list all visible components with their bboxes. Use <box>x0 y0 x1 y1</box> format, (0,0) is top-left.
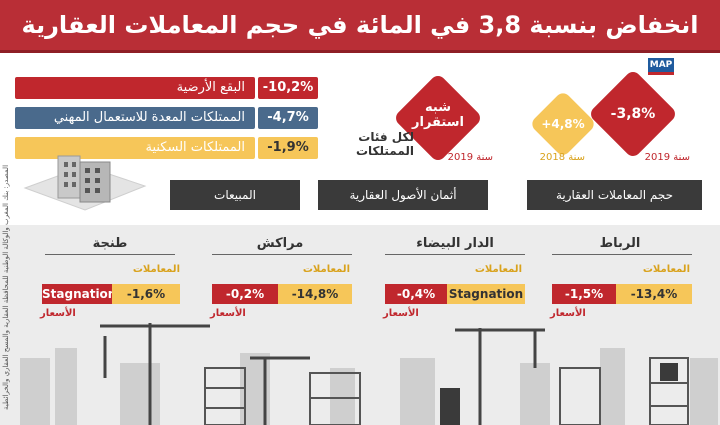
city-transactions-label-rabat: المعاملات <box>642 264 690 275</box>
city-prices-rabat: -1,5% <box>552 284 616 304</box>
map-logo: MAP <box>648 58 674 72</box>
city-transactions-tangier: -1,6% <box>112 284 180 304</box>
page-title: انخفاض بنسبة 3,8 في المائة في حجم المعام… <box>21 11 699 77</box>
city-transactions-label-marrakech: المعاملات <box>302 264 350 275</box>
map-logo-strip <box>648 72 674 75</box>
city-divider-casablanca <box>385 254 525 255</box>
city-name-casablanca: الدار البيضاء <box>416 236 494 251</box>
city-name-marrakech: مراكش <box>256 236 304 251</box>
city-prices-casablanca: -0,4% <box>385 284 447 304</box>
volume-2019-value: -3,8% <box>610 106 656 122</box>
asset-value-land: -10,2% <box>258 77 318 99</box>
volume-2018-value: +4,8% <box>541 117 585 131</box>
city-prices-marrakech: -0,2% <box>212 284 278 304</box>
city-name-tangier: طنجة <box>92 236 128 251</box>
building-illustration <box>23 155 147 211</box>
city-prices-label-tangier: الأسعار <box>40 308 76 319</box>
city-prices-tangier: Stagnation <box>42 284 116 304</box>
volume-2019-year: سنة 2019 <box>644 152 690 163</box>
sales-section-label: المبيعات <box>170 180 300 210</box>
city-transactions-label-casablanca: المعاملات <box>474 264 522 275</box>
city-divider-tangier <box>45 254 175 255</box>
prices-section-label: أثمان الأصول العقارية <box>318 180 488 210</box>
city-prices-label-marrakech: الأسعار <box>210 308 246 319</box>
city-prices-label-casablanca: الأسعار <box>383 308 419 319</box>
header-banner <box>0 0 720 50</box>
city-prices-label-rabat: الأسعار <box>550 308 586 319</box>
city-divider-rabat <box>552 254 692 255</box>
source-note: المصدر: بنك المغرب والوكالة الوطنية للمح… <box>2 165 10 411</box>
asset-label-land: البقع الأرضية <box>15 77 255 99</box>
prices-stability-label: شبه استقرار <box>412 100 464 130</box>
asset-value-professional: -4,7% <box>258 107 318 129</box>
construction-skyline-illustration <box>20 323 718 425</box>
volume-section-label: حجم المعاملات العقارية <box>527 180 702 210</box>
asset-value-residential: -1,9% <box>258 137 318 159</box>
prices-categories-label: لكل فئات الممتلكات <box>355 130 414 158</box>
header-underline <box>0 50 720 53</box>
volume-2018-year: سنة 2018 <box>539 152 585 163</box>
asset-label-professional: الممتلكات المعدة للاستعمال المهني <box>15 107 255 129</box>
city-transactions-casablanca: Stagnation <box>447 284 525 304</box>
asset-label-residential: الممتلكات السكنية <box>15 137 255 159</box>
prices-year: سنة 2019 <box>447 152 493 163</box>
city-transactions-marrakech: -14,8% <box>278 284 352 304</box>
city-name-rabat: الرباط <box>599 236 641 251</box>
city-divider-marrakech <box>212 254 352 255</box>
city-transactions-rabat: -13,4% <box>616 284 692 304</box>
city-transactions-label-tangier: المعاملات <box>132 264 180 275</box>
